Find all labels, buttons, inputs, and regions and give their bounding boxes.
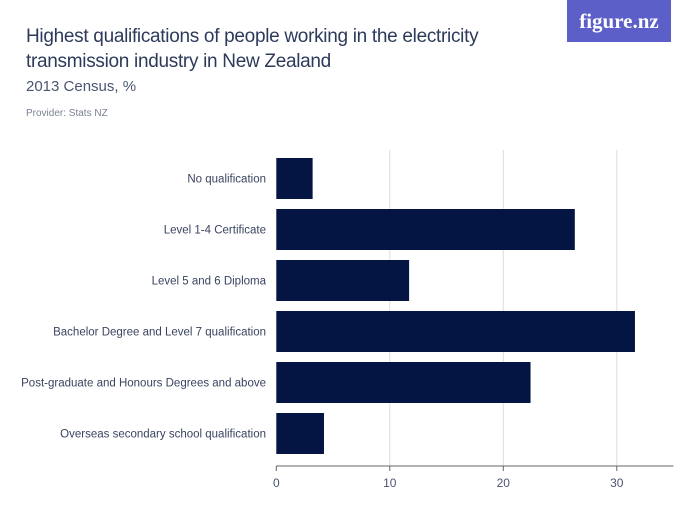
category-label: Post-graduate and Honours Degrees and ab…: [21, 378, 266, 390]
x-tick-label: 10: [383, 476, 397, 490]
bar: [276, 311, 635, 352]
logo-text: figure.nz: [579, 8, 659, 33]
bar: [276, 158, 313, 199]
bar: [276, 413, 324, 454]
x-tick-label: 20: [497, 476, 511, 490]
chart-subtitle: 2013 Census, %: [26, 78, 137, 95]
provider-text: Provider: Stats NZ: [26, 108, 108, 119]
category-label: Level 1-4 Certificate: [164, 225, 266, 237]
chart-title: Highest qualifications of people working…: [26, 26, 479, 72]
bar: [276, 209, 575, 250]
category-label: Overseas secondary school qualification: [60, 429, 266, 441]
category-label: No qualification: [187, 174, 266, 186]
x-tick-label: 30: [610, 476, 624, 490]
figure-nz-logo[interactable]: figure.nz: [567, 0, 671, 42]
bar: [276, 260, 410, 301]
category-label: Level 5 and 6 Diploma: [152, 276, 267, 288]
x-tick-label: 0: [273, 476, 280, 490]
category-label: Bachelor Degree and Level 7 qualificatio…: [53, 327, 266, 339]
bar: [276, 362, 531, 403]
